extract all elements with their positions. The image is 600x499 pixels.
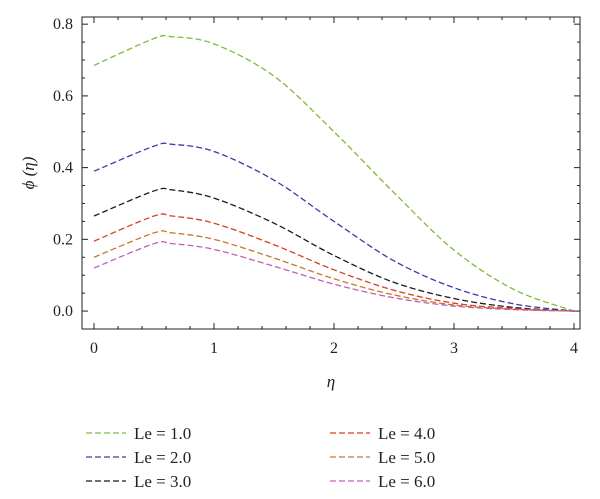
y-axis: 0.0 0.2 0.4 0.6 0.8 xyxy=(53,16,580,320)
series-line-2 xyxy=(93,142,575,312)
series-line-5 xyxy=(93,230,575,312)
legend-label-2: Le = 2.0 xyxy=(134,448,191,467)
legend-label-3: Le = 3.0 xyxy=(134,472,191,491)
series-line-6 xyxy=(93,240,575,312)
legend-label-6: Le = 6.0 xyxy=(378,472,435,491)
legend: Le = 1.0 Le = 2.0 Le = 3.0 Le = 4.0 Le = 5.0… xyxy=(86,424,435,491)
y-tick-label: 0.6 xyxy=(53,88,73,105)
x-tick-label: 4 xyxy=(570,340,578,357)
y-axis-label: ϕ (η) xyxy=(19,156,38,189)
x-tick-label: 3 xyxy=(450,340,458,357)
y-tick-label: 0.2 xyxy=(53,231,73,248)
y-tick-label: 0.0 xyxy=(53,303,73,320)
x-tick-label: 1 xyxy=(210,340,218,357)
series-line-3 xyxy=(93,187,575,312)
y-tick-label: 0.8 xyxy=(53,16,73,33)
y-tick-label: 0.4 xyxy=(53,160,73,177)
x-tick-label: 0 xyxy=(90,340,98,357)
plot-frame xyxy=(81,16,581,330)
x-tick-label: 2 xyxy=(330,340,338,357)
series-line-4 xyxy=(93,213,575,312)
series-lines xyxy=(93,34,575,312)
legend-label-1: Le = 1.0 xyxy=(134,424,191,443)
x-axis: 0 1 2 3 4 xyxy=(90,17,578,357)
legend-label-5: Le = 5.0 xyxy=(378,448,435,467)
series-line-1 xyxy=(93,34,575,312)
x-axis-label: η xyxy=(327,372,335,391)
legend-label-4: Le = 4.0 xyxy=(378,424,435,443)
